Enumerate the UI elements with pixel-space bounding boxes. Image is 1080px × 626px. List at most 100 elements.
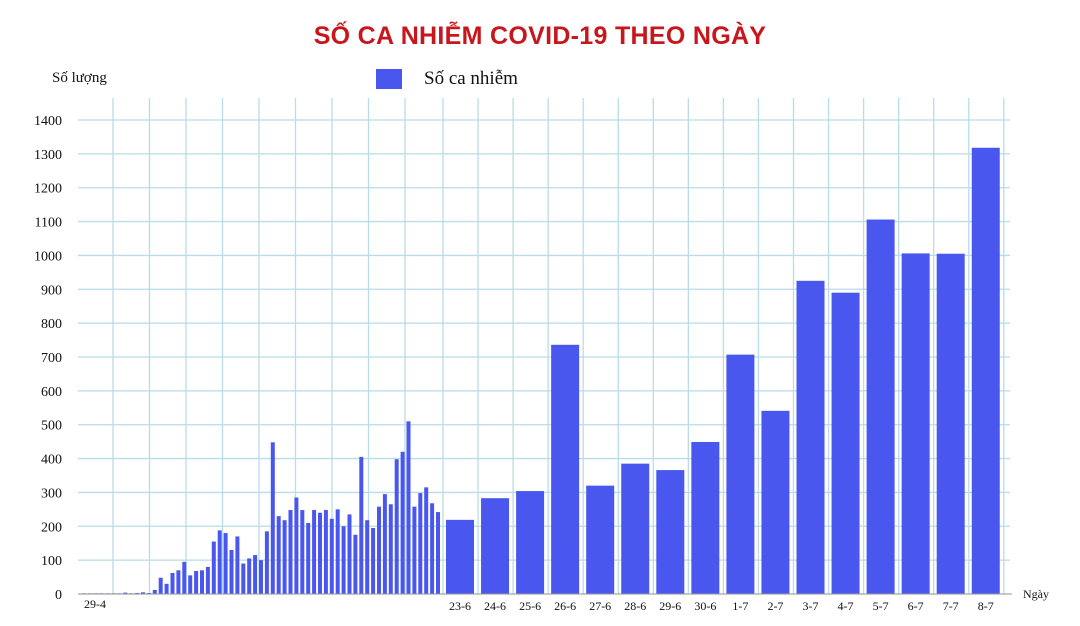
bar-early xyxy=(353,534,358,594)
bar-early xyxy=(182,561,187,594)
x-tick-label: 30-6 xyxy=(694,599,716,613)
legend-swatch xyxy=(376,69,402,89)
bar xyxy=(551,344,580,594)
x-tick-label: 28-6 xyxy=(624,599,646,613)
x-tick-label: 7-7 xyxy=(943,599,959,613)
bar xyxy=(621,463,650,594)
bar-early xyxy=(158,577,163,594)
x-tick-label: 23-6 xyxy=(449,599,471,613)
bar-early xyxy=(312,510,317,594)
bar-early xyxy=(400,451,405,594)
y-tick-label: 1100 xyxy=(35,216,62,231)
bar-early xyxy=(146,592,151,594)
y-tick-label: 900 xyxy=(41,283,62,298)
x-tick-label: 24-6 xyxy=(484,599,506,613)
y-tick-label: 100 xyxy=(41,554,62,569)
bar-early xyxy=(164,583,169,594)
bar-early xyxy=(323,510,328,594)
bar-early xyxy=(412,506,417,594)
y-axis-ticks: 0 100 200 300 400 500 600 700 800 900 1000 1100 1200… xyxy=(34,114,62,603)
x-tick-label: 8-7 xyxy=(978,599,994,613)
y-tick-label: 800 xyxy=(41,317,62,332)
bar-early xyxy=(418,493,423,594)
bar-early xyxy=(241,563,246,594)
y-tick-label: 400 xyxy=(41,453,62,468)
bar xyxy=(691,441,720,594)
bar-early xyxy=(430,503,435,594)
bar-early xyxy=(394,459,399,594)
bar-early xyxy=(235,536,240,594)
y-axis-label: Số lượng xyxy=(52,70,107,86)
y-tick-label: 500 xyxy=(41,419,62,434)
chart-title: SỐ CA NHIỄM COVID-19 THEO NGÀY xyxy=(313,22,767,50)
x-axis-ticks: 23-6 24-6 25-6 26-6 27-6 28-6 29-6 30-6 1-7 2-7 3-… xyxy=(84,597,994,613)
bar-early xyxy=(264,531,269,594)
bar-early xyxy=(205,566,210,594)
bar xyxy=(761,410,790,594)
x-tick-label: 27-6 xyxy=(589,599,611,613)
bar-early xyxy=(176,570,181,594)
bar xyxy=(481,498,510,594)
bar-early xyxy=(200,570,204,594)
bar-early xyxy=(318,512,322,594)
bar-early xyxy=(371,527,376,594)
bar-early xyxy=(211,541,216,594)
bar-early xyxy=(188,575,193,594)
x-tick-label: 3-7 xyxy=(803,599,819,613)
bar-early xyxy=(341,526,346,594)
x-tick-label: 29-6 xyxy=(659,599,681,613)
bar-early xyxy=(294,497,299,594)
bar-early xyxy=(276,516,281,594)
bar-early xyxy=(347,514,352,594)
bar-early xyxy=(329,518,334,594)
bar-early xyxy=(123,592,128,594)
bar xyxy=(866,219,895,595)
bar xyxy=(516,491,545,594)
bars xyxy=(82,147,1000,595)
legend-label: Số ca nhiễm xyxy=(424,68,518,89)
y-tick-label: 1400 xyxy=(34,114,62,129)
bar xyxy=(936,253,965,594)
bar-early xyxy=(424,487,429,594)
bar-early xyxy=(229,549,234,594)
bar xyxy=(796,280,825,594)
y-tick-label: 600 xyxy=(41,385,62,400)
bar xyxy=(656,470,685,594)
bar-early xyxy=(259,560,263,594)
bar-early xyxy=(270,442,275,594)
bar-early xyxy=(223,533,228,594)
bar-early xyxy=(382,494,387,594)
x-axis-label: Ngày xyxy=(1023,587,1049,601)
x-tick-label: 25-6 xyxy=(519,599,541,613)
y-tick-label: 200 xyxy=(41,520,62,535)
y-tick-label: 0 xyxy=(55,588,62,603)
bar-early xyxy=(406,421,411,594)
bar-early xyxy=(282,520,287,594)
bar xyxy=(831,292,860,594)
bar-early xyxy=(141,592,145,594)
bar-early xyxy=(288,510,293,594)
bar-early xyxy=(377,506,381,594)
bar-early xyxy=(217,530,222,594)
x-tick-label: 1-7 xyxy=(732,599,748,613)
bar xyxy=(586,485,615,594)
bar-early xyxy=(388,504,393,594)
x-tick-label: 6-7 xyxy=(908,599,924,613)
bar xyxy=(971,147,1000,594)
bar-early xyxy=(436,512,440,594)
bar-early xyxy=(306,522,311,594)
y-tick-label: 300 xyxy=(41,486,62,501)
y-tick-label: 700 xyxy=(41,351,62,366)
bar-early xyxy=(365,520,370,594)
bar xyxy=(901,253,930,594)
bar-early xyxy=(253,555,258,594)
y-tick-label: 1000 xyxy=(34,249,62,264)
bar-early xyxy=(300,510,305,594)
bar-early xyxy=(335,509,340,594)
bar-early xyxy=(135,592,140,594)
x-tick-label: 26-6 xyxy=(554,599,576,613)
bar-early xyxy=(170,573,175,594)
legend: Số ca nhiễm xyxy=(376,68,518,90)
bar xyxy=(726,354,755,594)
